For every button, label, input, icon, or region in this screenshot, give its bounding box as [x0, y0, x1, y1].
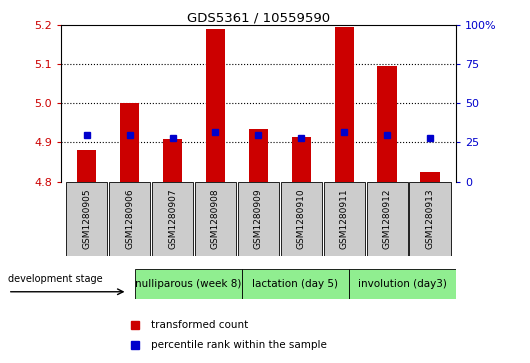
Text: GSM1280909: GSM1280909 [254, 188, 263, 249]
Text: nulliparous (week 8): nulliparous (week 8) [135, 279, 242, 289]
Bar [281, 182, 322, 256]
Title: GDS5361 / 10559590: GDS5361 / 10559590 [187, 11, 330, 24]
Bar [163, 139, 182, 182]
Bar [242, 269, 349, 299]
Text: lactation (day 5): lactation (day 5) [252, 279, 339, 289]
Bar [109, 182, 150, 256]
Bar [120, 103, 139, 182]
Bar [334, 27, 354, 182]
Bar [324, 182, 365, 256]
Text: transformed count: transformed count [152, 320, 249, 330]
Bar [377, 66, 397, 182]
Text: development stage: development stage [8, 274, 102, 285]
Text: GSM1280913: GSM1280913 [426, 188, 435, 249]
Bar [195, 182, 236, 256]
Text: GSM1280905: GSM1280905 [82, 188, 91, 249]
Bar [66, 182, 107, 256]
Text: GSM1280907: GSM1280907 [168, 188, 177, 249]
Text: involution (day3): involution (day3) [358, 279, 447, 289]
Bar [238, 182, 279, 256]
Text: GSM1280908: GSM1280908 [211, 188, 220, 249]
Bar [410, 182, 450, 256]
Text: GSM1280911: GSM1280911 [340, 188, 349, 249]
Bar [349, 269, 456, 299]
Text: GSM1280910: GSM1280910 [297, 188, 306, 249]
Text: percentile rank within the sample: percentile rank within the sample [152, 340, 327, 350]
Bar [367, 182, 408, 256]
Bar [292, 136, 311, 182]
Bar [152, 182, 193, 256]
Bar [77, 150, 96, 182]
Bar [135, 269, 242, 299]
Text: GSM1280906: GSM1280906 [125, 188, 134, 249]
Bar [420, 172, 440, 182]
Bar [206, 29, 225, 181]
Bar [249, 129, 268, 182]
Text: GSM1280912: GSM1280912 [383, 188, 392, 249]
